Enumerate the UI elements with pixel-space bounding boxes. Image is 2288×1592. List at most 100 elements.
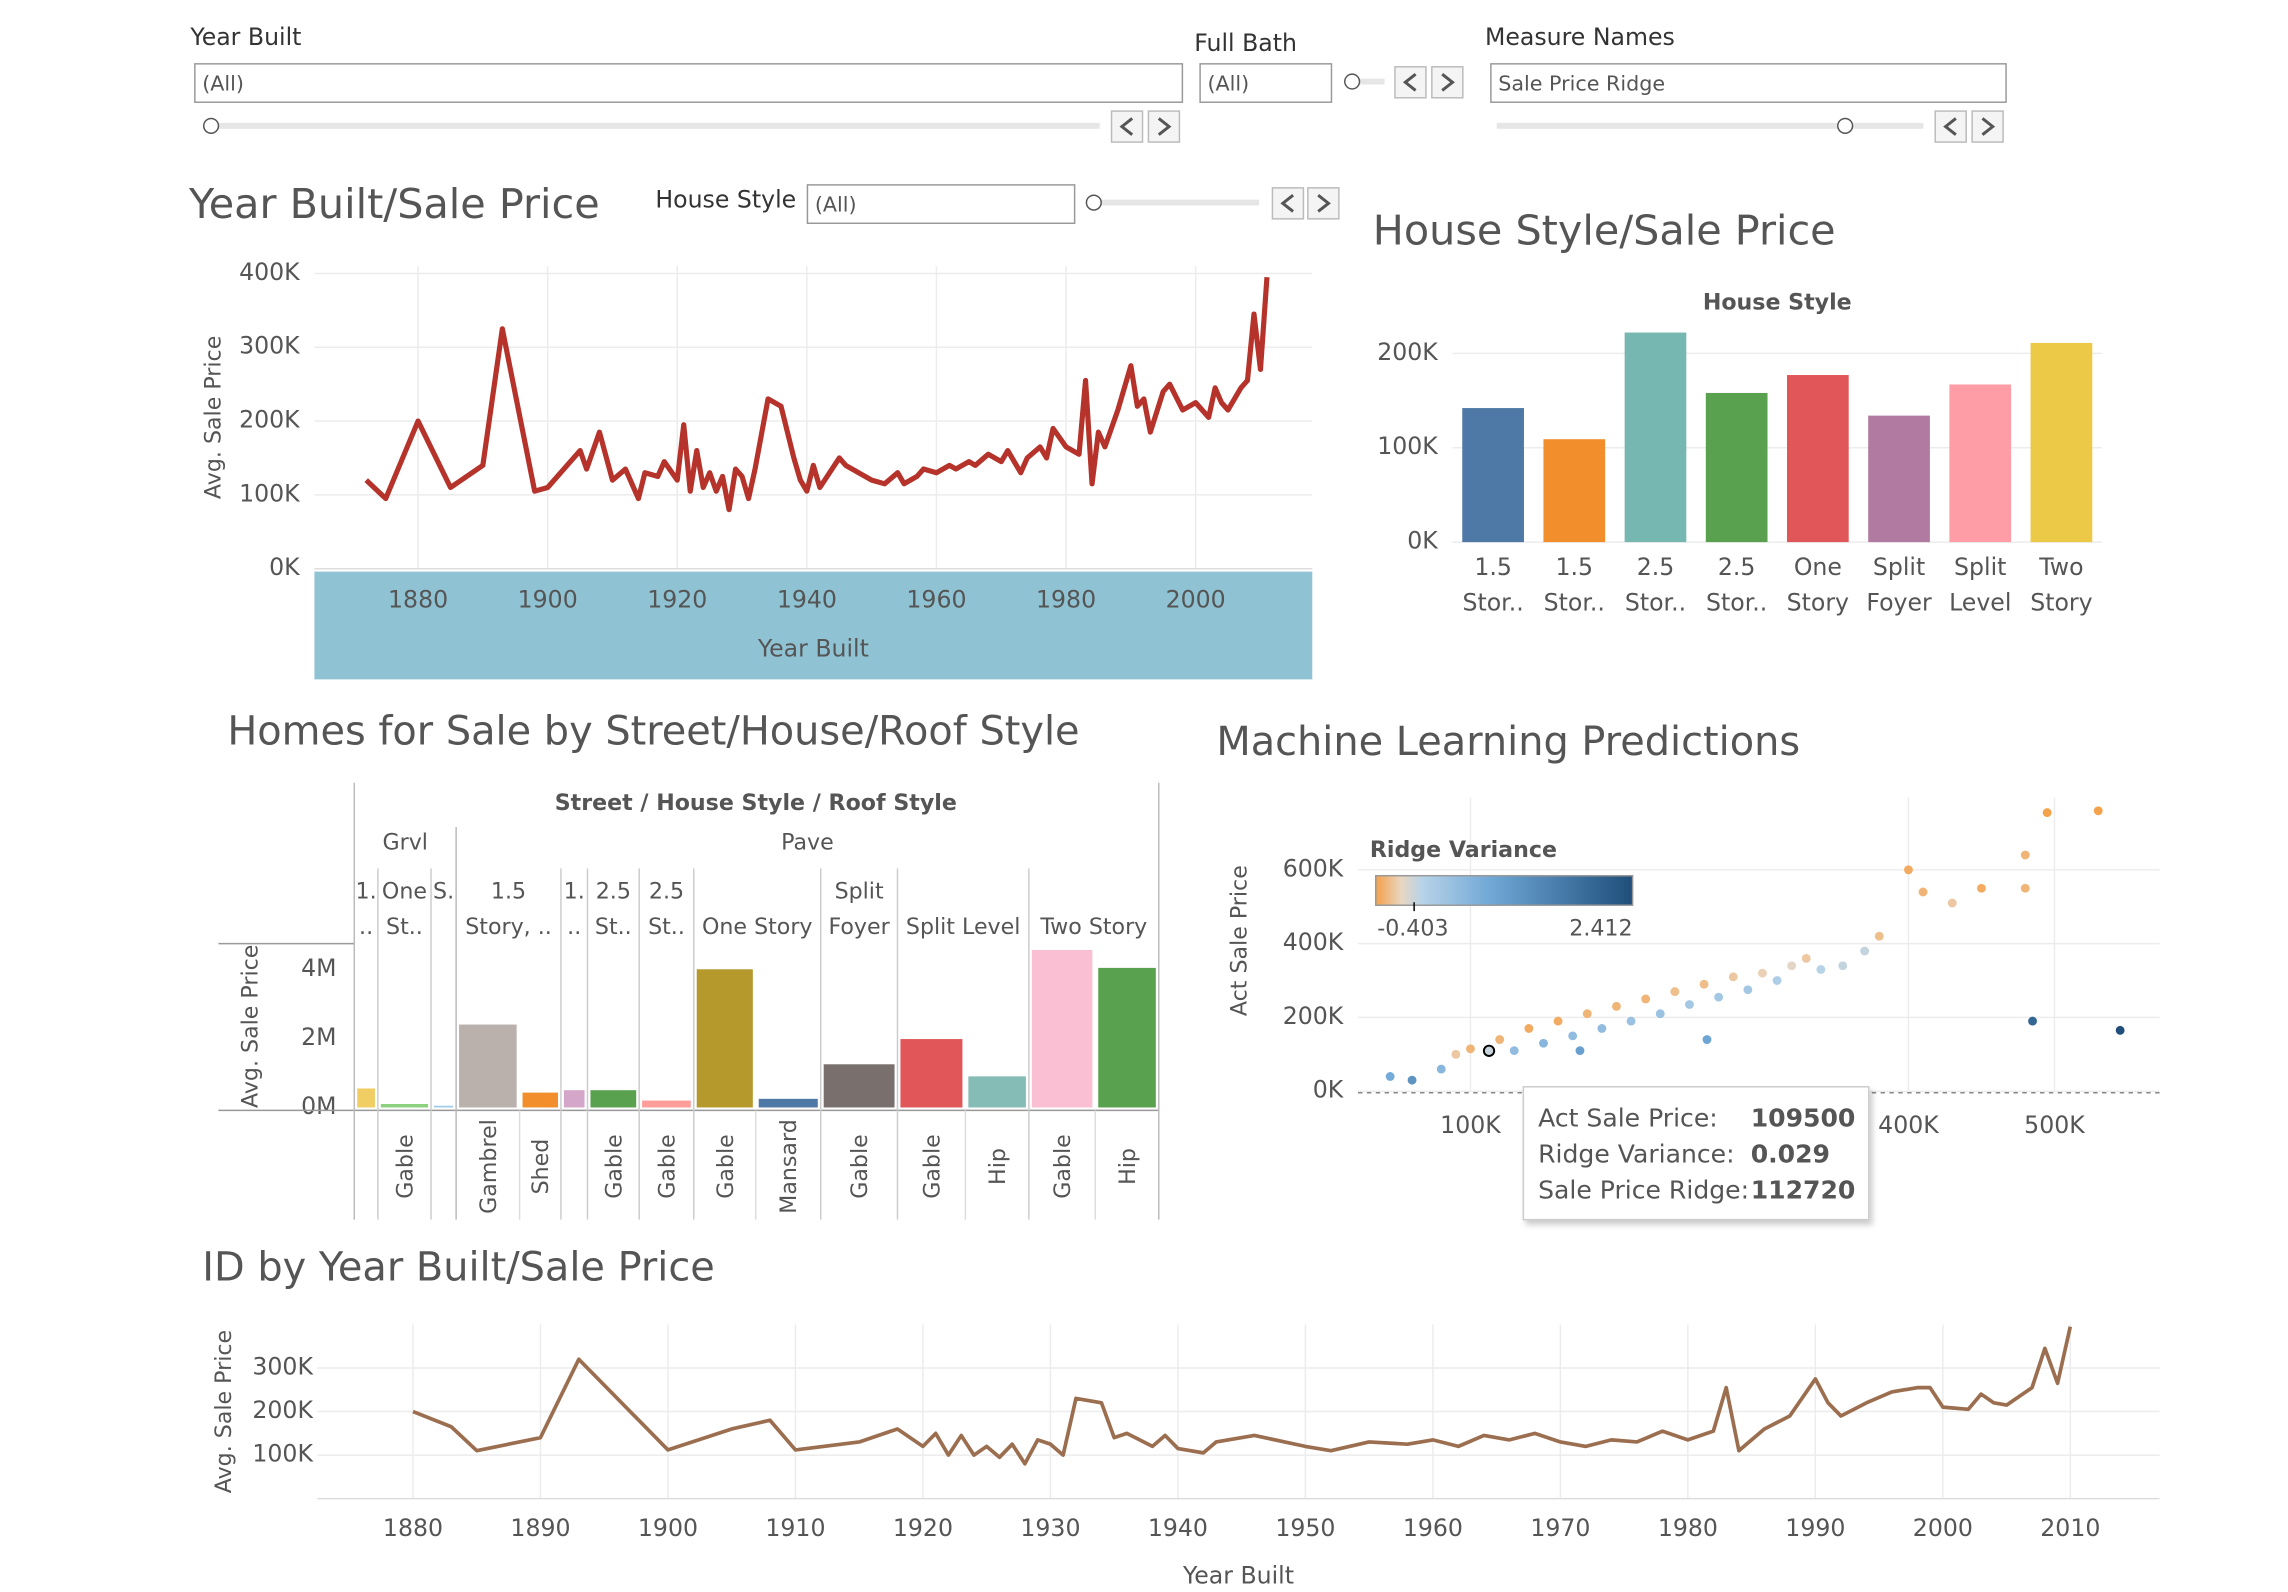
point [2028,1016,2037,1026]
next-button[interactable] [1431,66,1464,99]
slider-track[interactable] [1358,78,1385,85]
prev-button[interactable] [1394,66,1427,99]
bar [563,1090,585,1108]
y-axis-title: Avg. Sale Price [237,945,263,1108]
point [1597,1024,1607,1033]
slider-track[interactable] [206,122,1100,129]
y-tick-label: 100K [1377,432,1438,460]
x-tick-label: 1880 [388,586,448,614]
x-tick-label: Story [2030,589,2092,617]
x-tick-label: Level [1949,589,2011,617]
y-tick-label: 200K [1283,1002,1344,1030]
filter-dropdown[interactable] [1490,63,2007,103]
style-label: 1.5 [491,878,526,904]
x-axis-title: Year Built [757,634,869,662]
prev-icon [1280,194,1295,213]
x-tick-label: 1880 [383,1514,443,1542]
filter-dropdown[interactable] [806,184,1076,224]
x-tick-label: 2.5 [1637,553,1675,581]
chart-title: Machine Learning Predictions [1216,719,1800,765]
filter-label: Full Bath [1194,29,1297,57]
slider-handle[interactable] [1837,117,1854,134]
point [1553,1016,1563,1026]
x-tick-label: 1890 [510,1514,570,1542]
filter-value: (All) [815,193,857,217]
x-tick-label: 1.5 [1474,553,1512,581]
next-button[interactable] [1971,110,2004,143]
filter-value: (All) [202,72,244,96]
point [1743,985,1753,995]
next-icon [1981,117,1996,136]
point [1582,1009,1592,1019]
bar [900,1039,963,1108]
x-tick-label: 1990 [1785,1514,1845,1542]
point [1787,961,1797,971]
slider-handle[interactable] [202,117,220,134]
x-tick-label: 1950 [1275,1514,1335,1542]
column-header: Street / House Style / Roof Style [555,790,957,816]
y-tick-label: 300K [239,332,300,360]
colorbar [1375,874,1634,906]
prev-button[interactable] [1110,110,1144,143]
y-tick-label: 200K [252,1396,313,1424]
point [1539,1038,1548,1048]
x-tick-label: 1920 [893,1514,953,1542]
x-tick-label: Stor.. [1544,589,1605,617]
roof-label: Gable [654,1134,680,1199]
bar [1031,949,1093,1108]
point [1918,887,1928,897]
bar [1624,332,1687,543]
bar [968,1076,1026,1108]
style-label: Split Level [906,914,1021,940]
slider-track[interactable] [1099,199,1260,206]
x-tick-label: 1960 [906,586,966,614]
chart-title: Homes for Sale by Street/House/Roof Styl… [227,709,1079,755]
slider-track[interactable] [1496,122,1924,129]
bar [433,1105,454,1108]
next-button[interactable] [1307,187,1340,220]
y-tick-label: 100K [252,1440,313,1468]
prev-button[interactable] [1271,187,1305,220]
bar [459,1024,517,1108]
x-tick-label: 1.5 [1556,553,1594,581]
bar [1098,967,1156,1108]
x-tick-label: 400K [1878,1111,1939,1139]
bar [1705,392,1768,543]
x-tick-label: 1910 [765,1514,825,1542]
prev-button[interactable] [1934,110,1967,143]
x-tick-label: 2.5 [1718,553,1756,581]
bar [522,1092,558,1108]
x-tick-label: Foyer [1866,589,1932,617]
slider-handle[interactable] [1085,194,1102,211]
point [1655,1009,1665,1019]
style-label: 1. [356,878,377,904]
point [1699,979,1709,989]
filter-dropdown[interactable] [194,63,1184,103]
tooltip-label: Act Sale Price: [1538,1103,1718,1132]
x-tick-label: 2000 [1166,586,1226,614]
next-button[interactable] [1147,110,1181,143]
street-label: Pave [781,830,834,856]
bar [380,1104,429,1108]
style-label: St.. [648,914,685,940]
roof-label: Gable [713,1134,739,1199]
point [1509,1046,1519,1056]
x-tick-label: 1980 [1036,586,1096,614]
bar [696,969,753,1108]
point [1714,992,1724,1002]
point [1484,1046,1494,1056]
style-label: One Story [702,914,813,940]
bar [1787,375,1849,543]
x-tick-label: Stor.. [1462,589,1523,617]
selected-point [1482,1044,1496,1057]
point [2020,850,2030,860]
point [1874,931,1884,941]
x-tick-label: 1970 [1530,1514,1590,1542]
style-label: 1. [564,878,585,904]
point [1685,1000,1694,1009]
roof-label: Gambrel [476,1119,502,1214]
point [1670,987,1680,997]
slider-handle[interactable] [1344,73,1361,90]
filter-dropdown[interactable] [1199,63,1333,103]
